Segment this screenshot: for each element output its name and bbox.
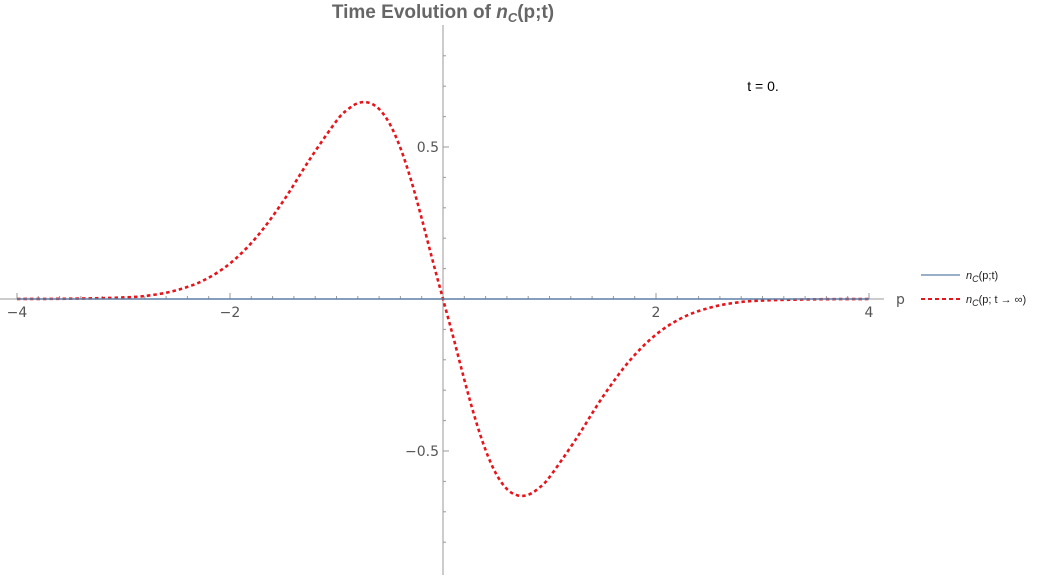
ticks: −4 −2 2 4 −0.5 0.5	[7, 55, 874, 543]
x-tick-label: 4	[865, 305, 874, 321]
x-tick-label: −2	[220, 305, 241, 321]
title-sub: C	[508, 10, 518, 25]
legend: nC(p;t) nC(p; t → ∞)	[921, 270, 1026, 308]
legend-label-nc-t: nC(p;t)	[966, 270, 998, 284]
y-tick-label: −0.5	[405, 444, 439, 460]
title-suffix: (p;t)	[517, 2, 554, 23]
x-tick-label: 2	[652, 305, 661, 321]
x-tick-label: −4	[7, 305, 28, 321]
title-prefix: Time Evolution of	[332, 2, 496, 23]
legend-label-nc-inf: nC(p; t → ∞)	[966, 294, 1026, 308]
time-annotation: t = 0.	[747, 78, 779, 94]
y-tick-label: 0.5	[417, 140, 439, 156]
chart-title: Time Evolution of nC(p;t)	[332, 2, 554, 25]
title-symbol: n	[496, 2, 508, 23]
series-layer	[16, 100, 870, 498]
x-axis-label: p	[896, 292, 905, 308]
